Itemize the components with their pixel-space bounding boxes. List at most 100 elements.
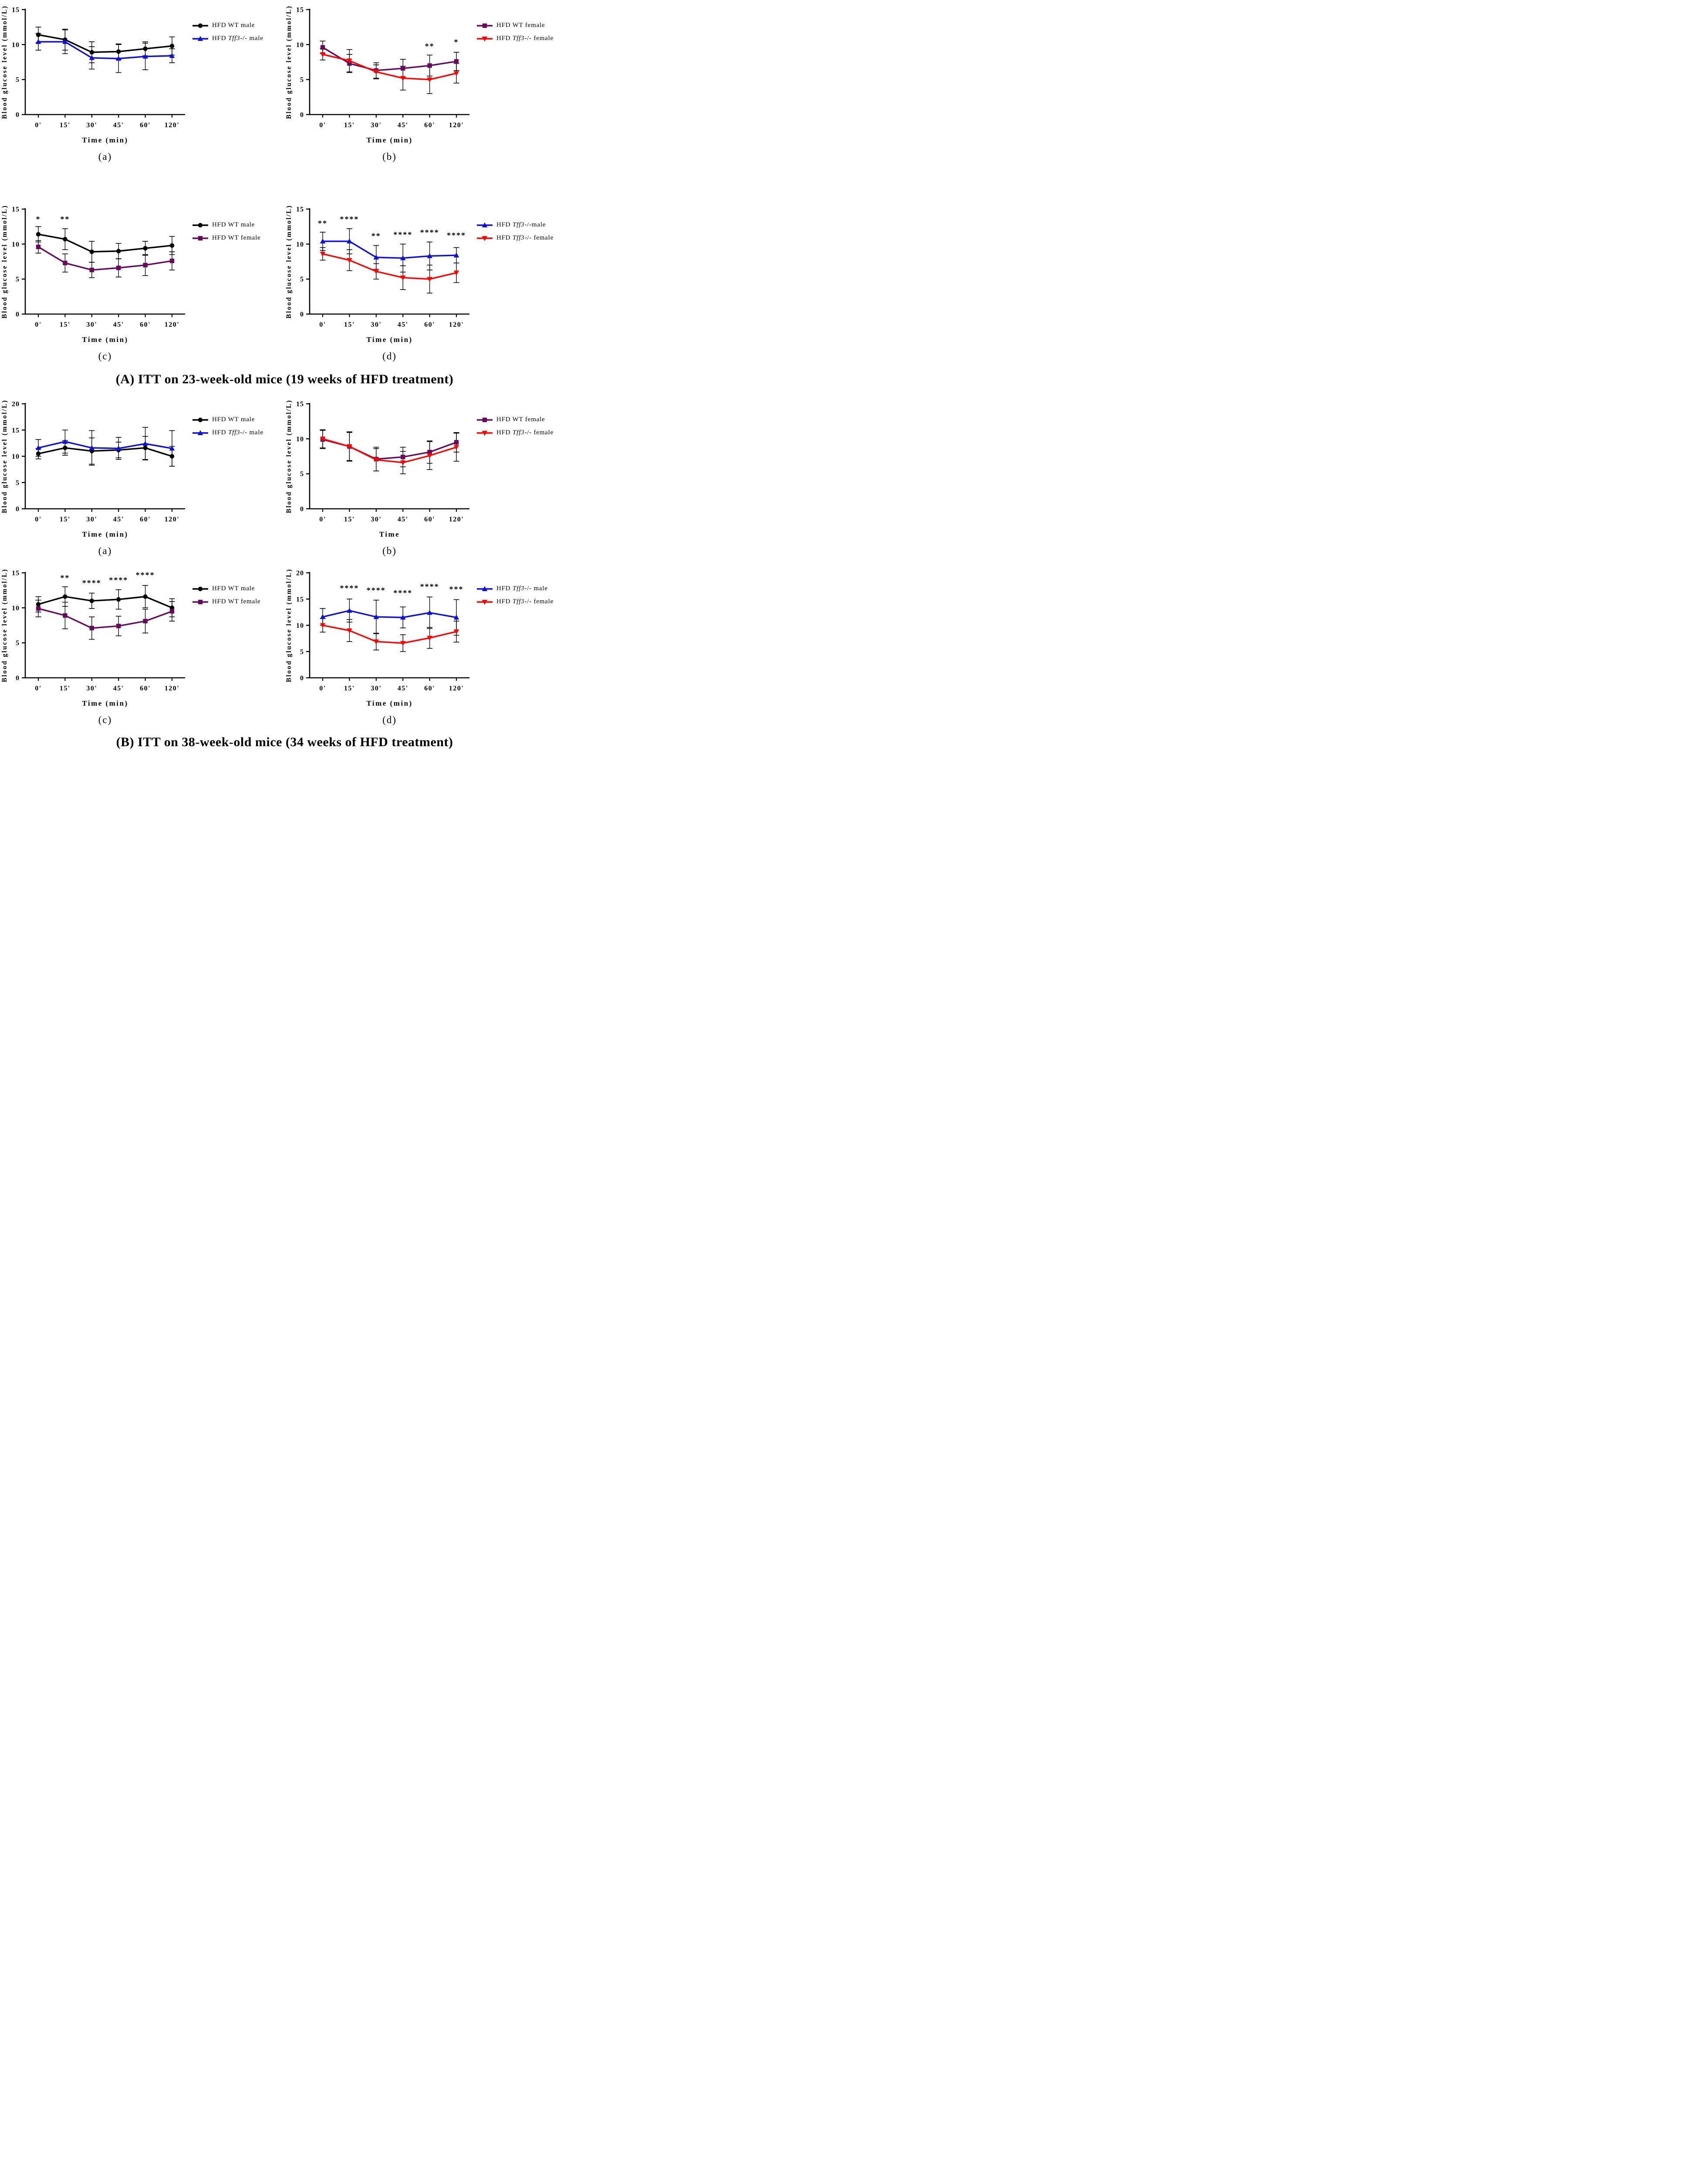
- significance-annotation: ****: [420, 582, 439, 591]
- triangle-down-legend-marker-icon: [477, 599, 493, 605]
- chart-panel-b-a: 0 5 10 15 20 0' 15' 30' 45' 60' 120' Blood glucose …: [0, 398, 284, 562]
- x-tick-label: 15': [60, 321, 71, 328]
- x-tick-label: 60': [140, 321, 151, 328]
- row-b-top: 0 5 10 15 20 0' 15' 30' 45' 60' 120' Blood glucose …: [0, 398, 569, 562]
- panel-letter: (a): [98, 151, 112, 162]
- y-tick-label: 5: [300, 470, 304, 478]
- significance-annotation: ****: [393, 588, 412, 597]
- x-tick-label: 45': [113, 321, 124, 328]
- x-tick-label: 120': [449, 516, 464, 523]
- x-axis-label: Time (min): [366, 699, 412, 707]
- x-tick-label: 120': [165, 516, 179, 523]
- square-legend-marker-icon: [477, 417, 493, 422]
- significance-annotation: ****: [447, 231, 466, 240]
- x-axis-label: Time (min): [366, 136, 412, 144]
- triangle-up-legend-marker-icon: [477, 586, 493, 591]
- legend-label: HFD Tff3-/- female: [496, 429, 554, 436]
- x-axis-label: Time (min): [82, 699, 128, 707]
- y-tick-label: 15: [12, 206, 20, 213]
- panel-letter: (c): [98, 714, 112, 725]
- y-tick-label: 0: [300, 506, 304, 513]
- chart-a-a: 0 5 10 15 0' 15' 30' 45' 60' 120' Blood glucose le…: [1, 5, 185, 162]
- row-a-bottom: 0 5 10 15 0' 15' 30' 45' 60' 120' * ** Blood glucose…: [0, 203, 569, 368]
- x-tick-label: 0': [319, 516, 326, 523]
- significance-annotation: **: [60, 574, 70, 582]
- x-axis-label: Time (min): [82, 530, 128, 538]
- x-tick-label: 60': [424, 122, 435, 129]
- x-tick-label: 30': [371, 685, 381, 692]
- x-tick-label: 0': [35, 321, 41, 328]
- x-tick-label: 120': [165, 685, 179, 692]
- section-a-caption: (A) ITT on 23-week-old mice (19 weeks of…: [115, 372, 454, 386]
- chart-b-b: 0 5 10 15 0' 15' 30' 45' 60' 120' Blood glucose le…: [285, 399, 469, 556]
- triangle-down-legend-marker-icon: [477, 236, 493, 241]
- legend-entry: HFD Tff3-/- male: [192, 429, 263, 436]
- x-tick-label: 120': [449, 321, 464, 328]
- x-tick-label: 45': [113, 516, 124, 523]
- y-tick-label: 5: [16, 276, 20, 283]
- x-tick-label: 45': [113, 122, 124, 129]
- y-tick-label: 0: [300, 311, 304, 318]
- x-tick-label: 60': [424, 321, 435, 328]
- legend-entry: HFD Tff3-/- female: [477, 35, 554, 42]
- x-tick-label: 30': [371, 122, 381, 129]
- legend-a-c: HFD WT male HFD WT female: [192, 221, 261, 242]
- legend-label: HFD Tff3-/- male: [212, 35, 263, 42]
- legend-entry: HFD WT female: [477, 22, 554, 29]
- significance-annotation: ****: [340, 584, 359, 592]
- y-axis-label: Blood glucose level (mmol/L): [1, 399, 8, 514]
- significance-annotation: ****: [367, 586, 386, 595]
- x-tick-label: 15': [344, 321, 355, 328]
- triangle-up-legend-marker-icon: [192, 36, 208, 41]
- x-tick-label: 45': [113, 685, 124, 692]
- y-tick-label: 10: [12, 605, 20, 612]
- y-tick-label: 10: [12, 453, 20, 460]
- y-tick-label: 15: [296, 401, 304, 408]
- x-tick-label: 30': [86, 685, 97, 692]
- legend-label: HFD WT female: [496, 22, 545, 29]
- legend-entry: HFD Tff3-/- female: [477, 234, 554, 242]
- panel-letter: (d): [382, 714, 397, 725]
- x-tick-label: 0': [35, 516, 41, 523]
- x-tick-label: 60': [140, 122, 151, 129]
- triangle-down-legend-marker-icon: [477, 430, 493, 436]
- x-axis-label: Time (min): [82, 335, 128, 344]
- x-tick-label: 120': [165, 122, 179, 129]
- legend-entry: HFD WT male: [192, 221, 261, 229]
- chart-b-a: 0 5 10 15 20 0' 15' 30' 45' 60' 120' Blood glucose …: [1, 399, 185, 556]
- y-tick-label: 0: [300, 675, 304, 682]
- significance-annotation: ****: [420, 228, 439, 237]
- legend-a-d: HFD Tff3-/-male HFD Tff3-/- female: [477, 221, 554, 242]
- triangle-up-legend-marker-icon: [477, 222, 493, 227]
- legend-a-a: HFD WT male HFD Tff3-/- male: [192, 22, 263, 42]
- x-tick-label: 60': [140, 685, 151, 692]
- circle-legend-marker-icon: [192, 586, 208, 591]
- circle-legend-marker-icon: [192, 23, 208, 28]
- y-tick-label: 15: [12, 570, 20, 577]
- x-tick-label: 45': [398, 516, 408, 523]
- legend-entry: HFD Tff3-/- male: [192, 35, 263, 42]
- x-tick-label: 30': [86, 516, 97, 523]
- legend-label: HFD WT male: [212, 221, 255, 228]
- legend-label: HFD WT male: [212, 416, 255, 423]
- legend-entry: HFD WT female: [192, 234, 261, 242]
- legend-label: HFD Tff3-/- female: [496, 35, 554, 42]
- x-tick-label: 60': [140, 516, 151, 523]
- x-tick-label: 45': [398, 321, 408, 328]
- y-tick-label: 10: [12, 241, 20, 248]
- legend-label: HFD WT male: [212, 585, 255, 592]
- significance-annotation: **: [425, 42, 435, 51]
- x-tick-label: 0': [319, 122, 326, 129]
- legend-entry: HFD Tff3-/- female: [477, 598, 554, 605]
- x-tick-label: 30': [86, 321, 97, 328]
- significance-annotation: ****: [340, 215, 359, 223]
- y-axis-label: Blood glucose level (mmol/L): [285, 205, 293, 319]
- row-a-top: 0 5 10 15 0' 15' 30' 45' 60' 120' Blood glucose le…: [0, 3, 569, 168]
- x-tick-label: 15': [344, 516, 355, 523]
- significance-annotation: ****: [136, 571, 155, 579]
- y-tick-label: 5: [300, 276, 304, 283]
- x-tick-label: 15': [344, 685, 355, 692]
